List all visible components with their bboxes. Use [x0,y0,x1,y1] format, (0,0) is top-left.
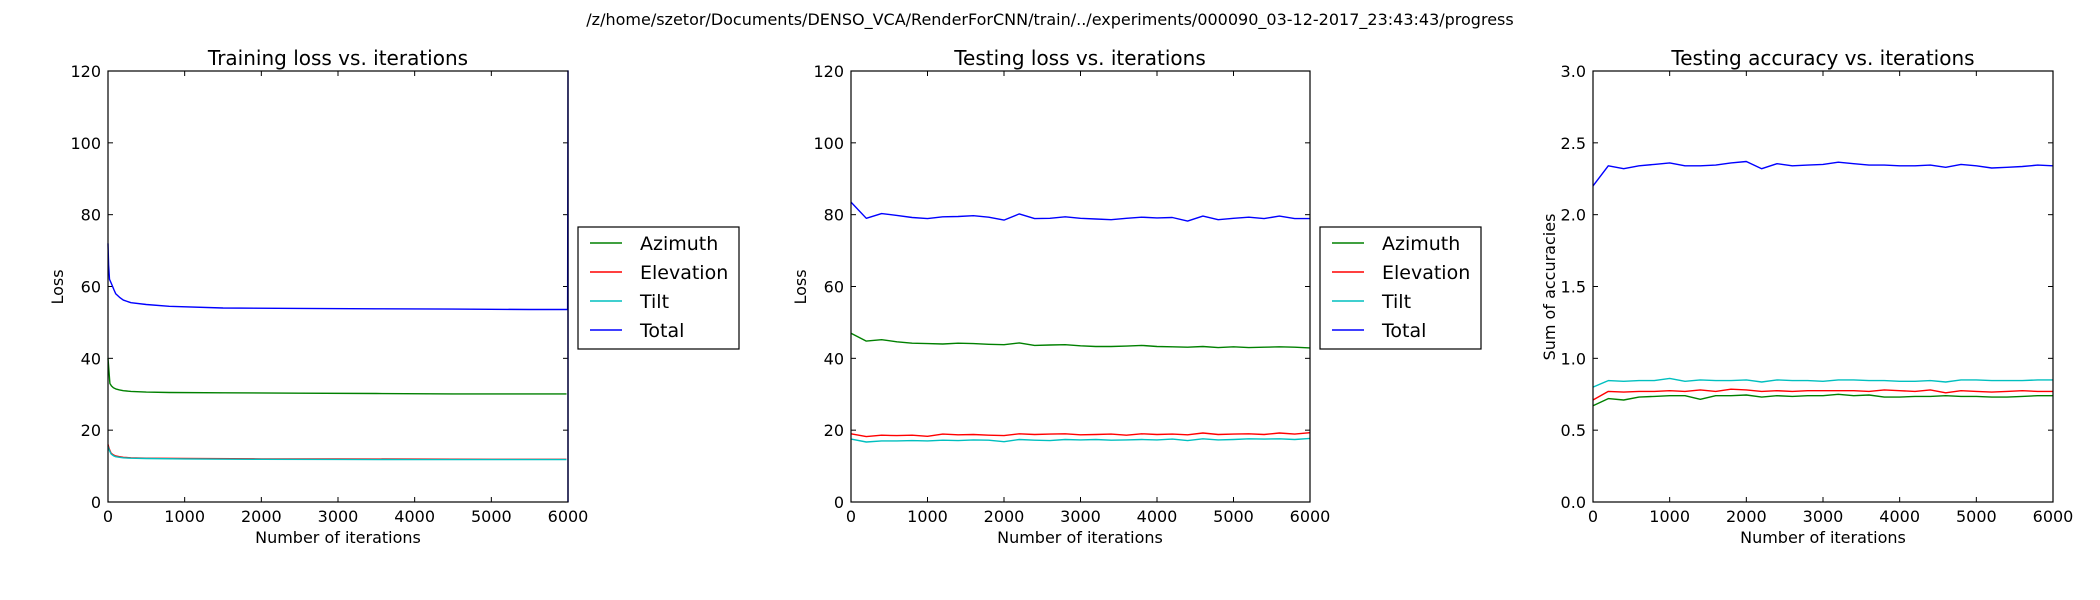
training-loss-chart: Training loss vs. iterations Number of i… [48,46,740,547]
plot-frame [107,70,569,503]
legend-label-azimuth: Azimuth [1382,233,1460,255]
legend-box [1319,226,1482,350]
x-tick-label: 1000 [1649,507,1690,526]
x-tick-label: 3000 [318,507,359,526]
series-line-total [1592,160,2054,187]
legend: Azimuth Elevation Tilt Total [577,226,740,350]
y-tick-label: 2.5 [1561,134,1586,153]
y-tick-label: 120 [70,62,101,81]
y-tick-label: 1.5 [1561,278,1586,297]
x-tick-label: 3000 [1060,507,1101,526]
testing-loss-chart: Testing loss vs. iterations Number of it… [791,46,1482,547]
y-tick-label: 0.0 [1561,493,1586,512]
y-tick-label: 60 [824,278,844,297]
plot-frame [850,70,1311,503]
x-tick-label: 0 [103,507,113,526]
x-tick-label: 1000 [907,507,948,526]
y-axis-label: Loss [48,269,67,304]
legend-label-total: Total [1381,320,1426,342]
series-line-elevation [1592,388,2053,401]
series-line-azimuth [850,332,1311,349]
x-tick-label: 3000 [1803,507,1844,526]
y-tick-label: 120 [813,62,844,81]
x-tick-label: 5000 [1956,507,1997,526]
y-tick-label: 100 [813,134,844,153]
y-tick-label: 0 [91,493,101,512]
x-tick-label: 5000 [1213,507,1254,526]
y-tick-label: 80 [81,206,101,225]
y-tick-label: 40 [824,349,844,368]
series-line-elevation [850,432,1311,438]
y-tick-label: 100 [70,134,101,153]
y-tick-label: 20 [81,421,101,440]
x-axis-label: Number of iterations [255,528,421,547]
chart-title: Testing loss vs. iterations [953,46,1206,70]
x-axis-label: Number of iterations [1740,528,1906,547]
y-axis-label: Sum of accuracies [1540,214,1559,361]
x-tick-label: 5000 [471,507,512,526]
x-tick-label: 2000 [241,507,282,526]
series-line-tilt [1592,377,2053,388]
legend: Azimuth Elevation Tilt Total [1319,226,1482,350]
series-line-tilt [850,437,1311,443]
chart-title: Testing accuracy vs. iterations [1670,46,1974,70]
series-lines [107,70,569,502]
y-tick-label: 1.0 [1561,349,1586,368]
testing-accuracy-chart: Testing accuracy vs. iterations Number o… [1540,46,2073,547]
figure-suptitle: /z/home/szetor/Documents/DENSO_VCA/Rende… [586,10,1513,30]
axis-ticks: 0 1000 2000 3000 4000 5000 6000 0 20 40 60 80 100 120 [813,62,1330,526]
series-line-total [107,70,569,502]
x-tick-label: 4000 [1879,507,1920,526]
legend-label-tilt: Tilt [639,291,669,313]
y-tick-label: 40 [81,349,101,368]
x-tick-label: 2000 [1726,507,1767,526]
x-tick-label: 6000 [548,507,589,526]
y-axis-label: Loss [791,269,810,304]
y-tick-label: 60 [81,278,101,297]
chart-title: Training loss vs. iterations [207,46,468,70]
series-line-total [850,201,1310,222]
legend-label-azimuth: Azimuth [640,233,718,255]
y-tick-label: 20 [824,421,844,440]
x-tick-label: 4000 [394,507,435,526]
series-lines [850,201,1311,443]
series-line-tilt [107,446,567,461]
x-tick-label: 6000 [2033,507,2074,526]
x-tick-label: 2000 [984,507,1025,526]
x-tick-label: 4000 [1137,507,1178,526]
series-lines [1592,160,2054,407]
legend-label-elevation: Elevation [1382,262,1470,284]
x-tick-label: 0 [1588,507,1598,526]
y-tick-label: 3.0 [1561,62,1586,81]
y-tick-label: 0.5 [1561,421,1586,440]
legend-label-elevation: Elevation [640,262,728,284]
axis-ticks: 0 1000 2000 3000 4000 5000 6000 0 20 40 60 80 100 120 [70,62,588,526]
x-tick-label: 1000 [164,507,205,526]
x-axis-label: Number of iterations [997,528,1163,547]
y-tick-label: 0 [834,493,844,512]
series-line-azimuth [107,358,567,395]
series-line-azimuth [1592,393,2053,407]
legend-label-tilt: Tilt [1381,291,1411,313]
legend-label-total: Total [639,320,684,342]
y-tick-label: 2.0 [1561,206,1586,225]
legend-box [577,226,740,350]
plot-frame [1592,70,2054,503]
x-tick-label: 0 [846,507,856,526]
y-tick-label: 80 [824,206,844,225]
x-tick-label: 6000 [1290,507,1331,526]
